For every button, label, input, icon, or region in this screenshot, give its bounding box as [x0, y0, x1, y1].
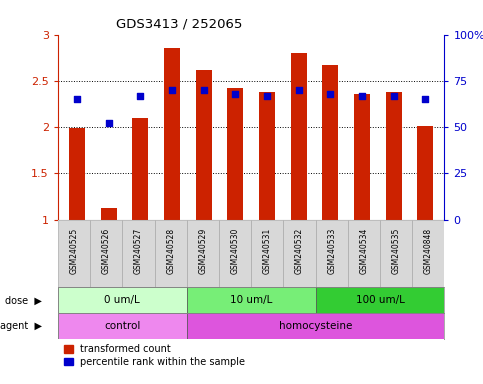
- Bar: [187, 288, 315, 313]
- Bar: [58, 313, 187, 339]
- Text: 100 um/L: 100 um/L: [355, 295, 404, 305]
- Bar: [315, 220, 348, 288]
- Bar: [284, 220, 315, 288]
- Bar: [219, 220, 251, 288]
- Bar: [101, 208, 116, 220]
- Text: GSM240848: GSM240848: [424, 228, 433, 274]
- Point: [390, 93, 398, 99]
- Point: [263, 93, 271, 99]
- Text: GSM240530: GSM240530: [230, 228, 240, 274]
- Point: [105, 120, 113, 126]
- Bar: [122, 220, 155, 288]
- Legend: transformed count, percentile rank within the sample: transformed count, percentile rank withi…: [63, 343, 246, 368]
- Text: GSM240525: GSM240525: [70, 228, 79, 274]
- Bar: [380, 220, 412, 288]
- Point: [73, 96, 81, 103]
- Text: agent  ▶: agent ▶: [0, 321, 42, 331]
- Bar: [58, 288, 187, 313]
- Bar: [412, 220, 444, 288]
- Bar: [315, 288, 444, 313]
- Text: 10 um/L: 10 um/L: [230, 295, 272, 305]
- Bar: [132, 118, 148, 220]
- Text: dose  ▶: dose ▶: [5, 295, 42, 305]
- Text: GDS3413 / 252065: GDS3413 / 252065: [115, 17, 242, 30]
- Text: GSM240533: GSM240533: [327, 228, 336, 274]
- Text: GSM240528: GSM240528: [166, 228, 175, 274]
- Point: [136, 93, 144, 99]
- Text: homocysteine: homocysteine: [279, 321, 352, 331]
- Text: control: control: [104, 321, 141, 331]
- Point: [327, 91, 334, 97]
- Bar: [251, 220, 284, 288]
- Bar: [291, 53, 307, 220]
- Point: [422, 96, 429, 103]
- Bar: [58, 220, 90, 288]
- Point: [168, 87, 176, 93]
- Point: [295, 87, 302, 93]
- Text: GSM240531: GSM240531: [263, 228, 272, 274]
- Bar: [259, 92, 275, 220]
- Bar: [417, 126, 433, 220]
- Text: GSM240529: GSM240529: [199, 228, 207, 274]
- Text: GSM240535: GSM240535: [392, 228, 400, 274]
- Bar: [196, 70, 212, 220]
- Text: GSM240532: GSM240532: [295, 228, 304, 274]
- Bar: [227, 88, 243, 220]
- Bar: [155, 220, 187, 288]
- Bar: [187, 220, 219, 288]
- Text: GSM240526: GSM240526: [102, 228, 111, 274]
- Bar: [348, 220, 380, 288]
- Text: GSM240534: GSM240534: [359, 228, 369, 274]
- Text: GSM240527: GSM240527: [134, 228, 143, 274]
- Bar: [164, 48, 180, 220]
- Bar: [187, 313, 444, 339]
- Point: [200, 87, 208, 93]
- Point: [358, 93, 366, 99]
- Bar: [69, 128, 85, 220]
- Point: [231, 91, 239, 97]
- Bar: [323, 65, 338, 220]
- Text: 0 um/L: 0 um/L: [104, 295, 140, 305]
- Bar: [354, 94, 370, 220]
- Bar: [386, 92, 401, 220]
- Bar: [90, 220, 122, 288]
